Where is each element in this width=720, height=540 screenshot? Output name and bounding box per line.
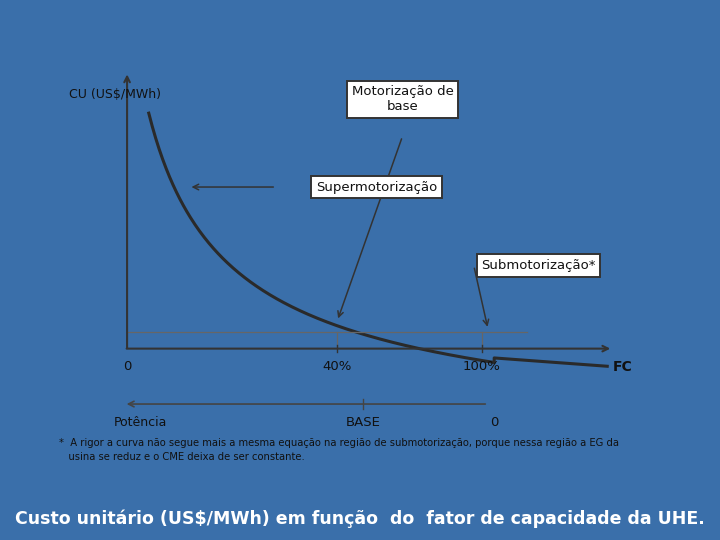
Text: Potência: Potência — [113, 416, 167, 429]
Text: 40%: 40% — [323, 360, 352, 373]
Text: *  A rigor a curva não segue mais a mesma equação na região de submotorização, p: * A rigor a curva não segue mais a mesma… — [59, 438, 619, 448]
Text: Supermotorização: Supermotorização — [316, 180, 437, 193]
Text: FC: FC — [613, 360, 633, 374]
Text: 100%: 100% — [463, 360, 500, 373]
Text: BASE: BASE — [346, 416, 381, 429]
Text: 0: 0 — [123, 360, 131, 373]
Text: Submotorização*: Submotorização* — [481, 259, 596, 272]
Text: usina se reduz e o CME deixa de ser constante.: usina se reduz e o CME deixa de ser cons… — [59, 452, 305, 462]
Text: CU (US$/MWh): CU (US$/MWh) — [69, 88, 161, 101]
Text: Motorização de
base: Motorização de base — [351, 85, 454, 113]
Text: 0: 0 — [490, 416, 499, 429]
Text: Custo unitário (US$/MWh) em função  do  fator de capacidade da UHE.: Custo unitário (US$/MWh) em função do fa… — [15, 509, 705, 528]
